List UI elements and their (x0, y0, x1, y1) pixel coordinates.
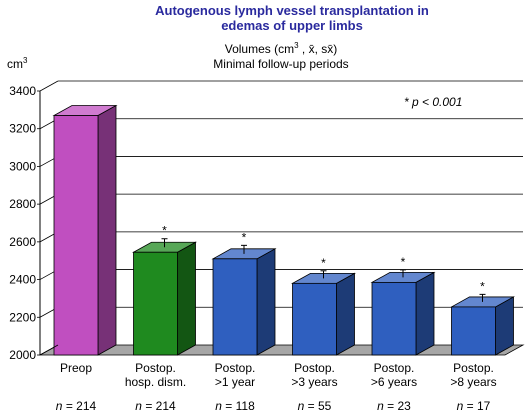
sample-size-label: n = 118 (215, 399, 255, 413)
bar (371, 281, 417, 356)
significance-marker: * (401, 255, 406, 269)
sample-size-label: n = 55 (298, 399, 332, 413)
bar (292, 282, 337, 356)
x-tick-label: >6 years (371, 375, 417, 389)
significance-marker: * (162, 224, 167, 238)
x-tick-label: Postop. (215, 361, 256, 375)
x-tick-label: >8 years (450, 375, 496, 389)
y-tick-label: 2000 (9, 348, 36, 362)
sample-size-label: n = 23 (377, 399, 411, 413)
gridline-depth (39, 80, 59, 92)
sample-size-n: n (298, 399, 305, 413)
subtitle-suffix: , x̄, sx̄) (299, 42, 338, 56)
bar (451, 306, 496, 356)
x-tick-label: Postop. (453, 361, 494, 375)
x-tick-label: Preop (60, 361, 92, 375)
sample-size-n: n (56, 399, 63, 413)
bar-group: * (449, 279, 516, 356)
x-tick-label: hosp. dism. (125, 375, 186, 389)
x-tick-label: >1 year (215, 375, 255, 389)
bar-side (256, 248, 276, 356)
axis-depth-edge (39, 344, 59, 356)
bar-side (336, 272, 355, 356)
subtitle-prefix: Volumes (cm (225, 42, 294, 56)
sample-size-value: = 55 (304, 399, 331, 413)
y-axis-label: cm3 (7, 56, 28, 71)
x-tick-label: Postop. (135, 361, 176, 375)
bar-group: * (211, 230, 277, 356)
x-tick-label: >3 years (291, 375, 337, 389)
sample-size-n: n (457, 399, 464, 413)
sample-size-n: n (377, 399, 384, 413)
bar-side (415, 271, 435, 356)
chart-subtitle-line-2: Minimal follow-up periods (213, 57, 348, 71)
sample-size-value: = 23 (384, 399, 411, 413)
y-tick-label: 3400 (9, 84, 36, 98)
sample-size-n: n (135, 399, 142, 413)
sample-size-label: n = 214 (56, 399, 97, 413)
sample-size-value: = 17 (463, 399, 490, 413)
sample-size-value: = 118 (222, 399, 255, 413)
subtitle-sup: 3 (294, 41, 299, 50)
bar-group: * (131, 224, 198, 356)
chart-subtitle: Volumes (cm3 , x̄, sx̄) (225, 41, 337, 56)
bar-side (177, 241, 196, 356)
significance-marker: * (242, 230, 247, 244)
y-tick-label: 3000 (9, 159, 36, 173)
bar-group: * (370, 255, 436, 356)
y-axis-label-sup: 3 (23, 56, 28, 65)
y-axis-label-text: cm (7, 57, 23, 71)
bar-group: * (290, 256, 357, 356)
significance-marker: * (480, 279, 485, 293)
bar-side (97, 104, 117, 356)
x-tick-label: Postop. (294, 361, 335, 375)
y-tick-label: 2800 (9, 197, 36, 211)
bars-layer: * * * * * (52, 104, 516, 356)
x-tick-label: Postop. (374, 361, 415, 375)
sample-size-n: n (215, 399, 222, 413)
y-tick-label: 2600 (9, 235, 36, 249)
chart-title-line-1: Autogenous lymph vessel transplantation … (155, 3, 429, 18)
significance-label: * p < 0.001 (404, 95, 462, 109)
y-tick-label: 2200 (9, 310, 36, 324)
axis-layer: 2000 2200 2400 2600 2800 3000 3200 3400 Preop n =… (9, 84, 496, 413)
y-tick-label: 2400 (9, 273, 36, 287)
sample-size-value: = 214 (62, 399, 96, 413)
chart-title-line-2: edemas of upper limbs (221, 18, 363, 33)
significance-marker: * (321, 256, 326, 270)
bar (133, 251, 178, 356)
sample-size-value: = 214 (142, 399, 176, 413)
sample-size-label: n = 17 (457, 399, 491, 413)
bar (212, 258, 258, 356)
y-tick-label: 3200 (9, 122, 36, 136)
bar (53, 115, 99, 356)
sample-size-label: n = 214 (135, 399, 176, 413)
bar-group (52, 104, 118, 356)
